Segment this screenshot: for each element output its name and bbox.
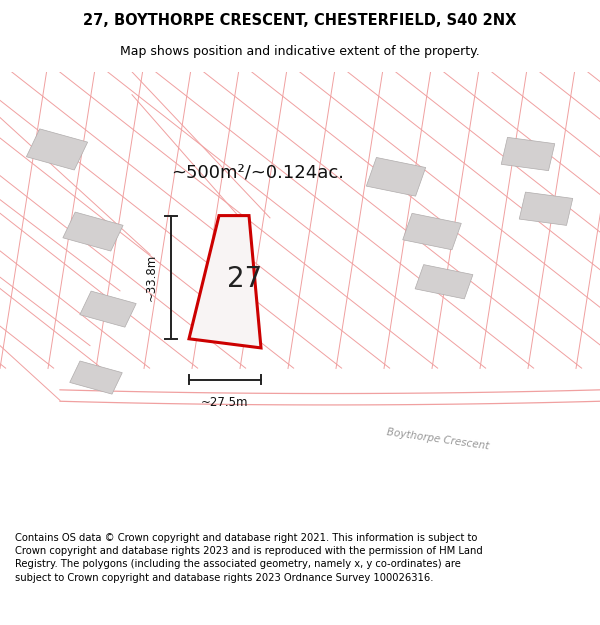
Text: ~500m²/~0.124ac.: ~500m²/~0.124ac. xyxy=(172,163,344,181)
Text: Map shows position and indicative extent of the property.: Map shows position and indicative extent… xyxy=(120,45,480,58)
Polygon shape xyxy=(415,264,473,299)
Polygon shape xyxy=(26,129,88,170)
Polygon shape xyxy=(519,192,573,226)
Polygon shape xyxy=(63,212,123,251)
Polygon shape xyxy=(403,213,461,250)
Text: ~33.8m: ~33.8m xyxy=(145,254,158,301)
Polygon shape xyxy=(80,291,136,327)
Polygon shape xyxy=(189,216,261,348)
Text: Boythorpe Crescent: Boythorpe Crescent xyxy=(386,427,490,451)
Polygon shape xyxy=(501,138,555,171)
Text: ~27.5m: ~27.5m xyxy=(201,396,249,409)
Text: 27: 27 xyxy=(227,266,262,294)
Polygon shape xyxy=(70,361,122,394)
Polygon shape xyxy=(367,158,425,196)
Text: Contains OS data © Crown copyright and database right 2021. This information is : Contains OS data © Crown copyright and d… xyxy=(15,533,483,582)
Text: 27, BOYTHORPE CRESCENT, CHESTERFIELD, S40 2NX: 27, BOYTHORPE CRESCENT, CHESTERFIELD, S4… xyxy=(83,12,517,28)
